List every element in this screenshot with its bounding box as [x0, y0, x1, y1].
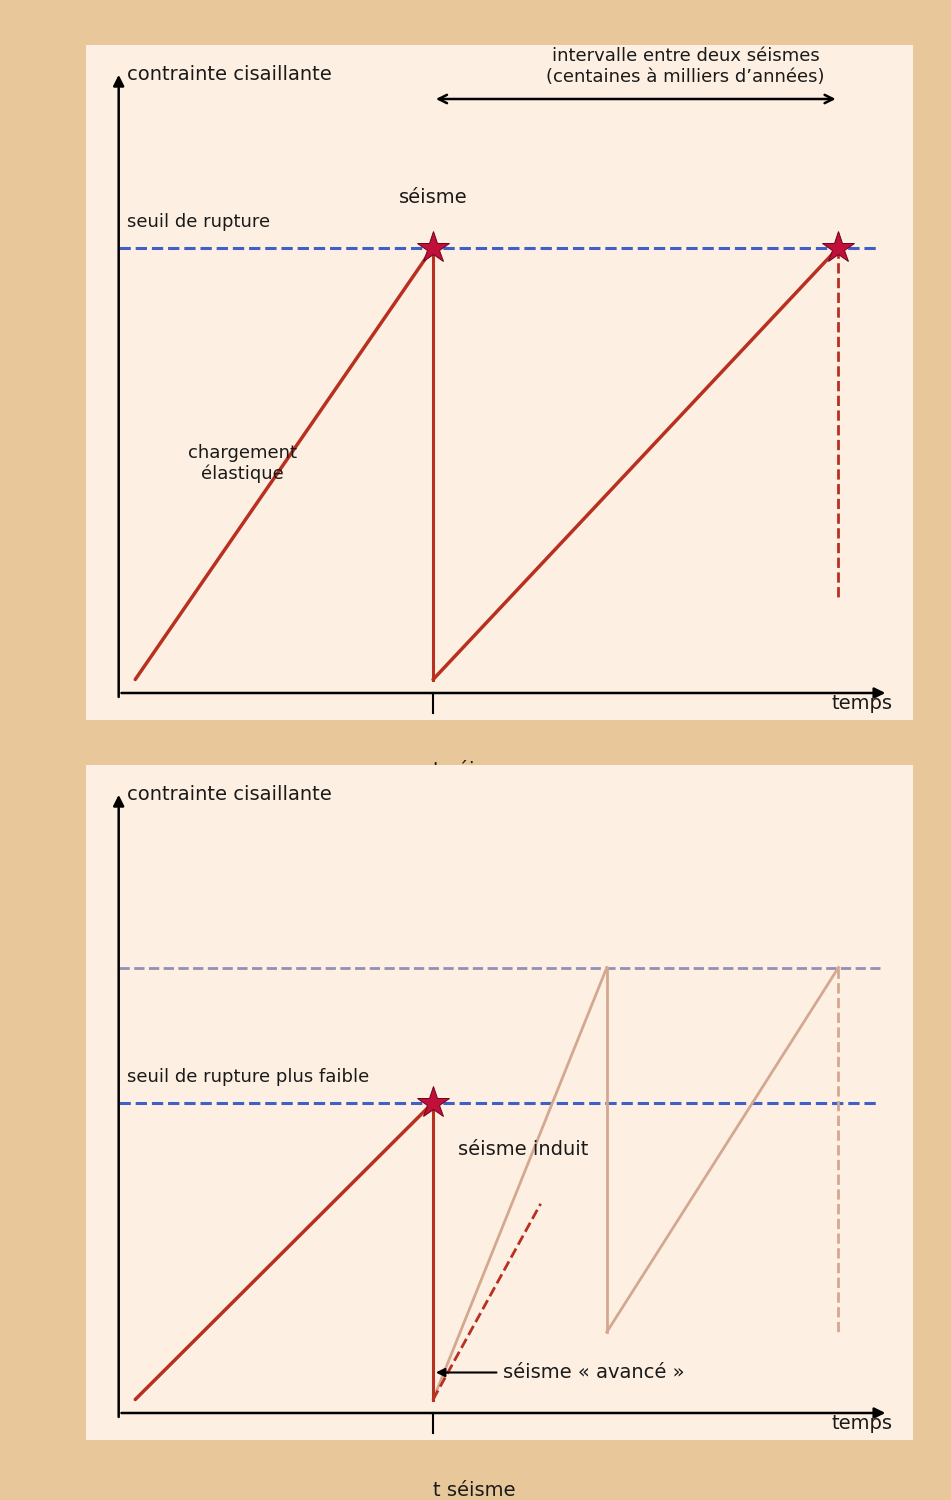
- Text: séisme induit: séisme induit: [457, 1140, 589, 1158]
- Text: seuil de rupture plus faible: seuil de rupture plus faible: [127, 1068, 369, 1086]
- Text: intervalle entre deux séismes
(centaines à milliers d’années): intervalle entre deux séismes (centaines…: [546, 46, 825, 86]
- Text: contrainte cisaillante: contrainte cisaillante: [127, 786, 332, 804]
- Text: temps: temps: [831, 1414, 892, 1434]
- Text: t séisme: t séisme: [433, 760, 515, 780]
- Text: seuil de rupture: seuil de rupture: [127, 213, 270, 231]
- Text: chargement
élastique: chargement élastique: [188, 444, 298, 483]
- Text: contrainte cisaillante: contrainte cisaillante: [127, 64, 332, 84]
- Text: t séisme: t séisme: [433, 1480, 515, 1500]
- Text: temps: temps: [831, 694, 892, 714]
- Text: séisme: séisme: [398, 188, 467, 207]
- Text: séisme « avancé »: séisme « avancé »: [503, 1364, 685, 1382]
